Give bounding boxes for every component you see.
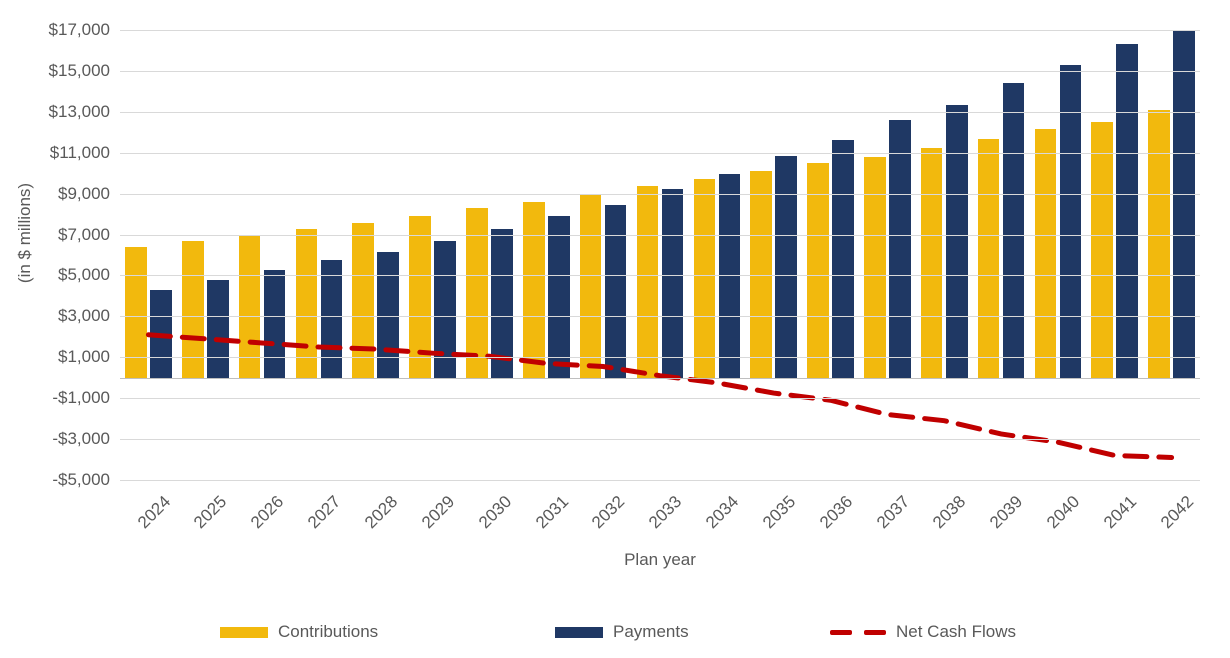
legend-label: Payments bbox=[613, 622, 689, 642]
gridline bbox=[120, 275, 1200, 276]
gridline bbox=[120, 71, 1200, 72]
gridline bbox=[120, 316, 1200, 317]
x-tick-label: 2032 bbox=[588, 492, 629, 533]
legend-item-payments: Payments bbox=[555, 622, 689, 642]
gridline bbox=[120, 480, 1200, 481]
y-axis-title: (in $ millions) bbox=[15, 182, 35, 282]
x-tick-label: 2035 bbox=[759, 492, 800, 533]
gridline bbox=[120, 30, 1200, 31]
y-tick-label: $3,000 bbox=[58, 306, 120, 326]
x-tick-label: 2040 bbox=[1043, 492, 1084, 533]
gridline bbox=[120, 357, 1200, 358]
legend-swatch bbox=[555, 627, 603, 638]
plot-area: 2024202520262027202820292030203120322033… bbox=[120, 30, 1200, 480]
x-tick-label: 2024 bbox=[134, 492, 175, 533]
y-tick-label: -$1,000 bbox=[52, 388, 120, 408]
net-cash-flows-line bbox=[120, 30, 1200, 480]
x-tick-label: 2034 bbox=[702, 492, 743, 533]
gridline bbox=[120, 112, 1200, 113]
y-tick-label: -$5,000 bbox=[52, 470, 120, 490]
x-tick-label: 2041 bbox=[1100, 492, 1141, 533]
y-tick-label: $13,000 bbox=[49, 102, 120, 122]
x-tick-label: 2031 bbox=[532, 492, 573, 533]
x-tick-label: 2037 bbox=[873, 492, 914, 533]
gridline bbox=[120, 194, 1200, 195]
gridline bbox=[120, 398, 1200, 399]
legend-item-contributions: Contributions bbox=[220, 622, 378, 642]
cashflow-chart: 2024 2025 2026 2027 2028 2029 2030 2031 2032 2033… bbox=[0, 0, 1230, 658]
x-tick-label: 2042 bbox=[1157, 492, 1198, 533]
gridline bbox=[120, 235, 1200, 236]
x-tick-label: 2036 bbox=[816, 492, 857, 533]
x-tick-label: 2030 bbox=[475, 492, 516, 533]
y-tick-label: $1,000 bbox=[58, 347, 120, 367]
x-tick-label: 2039 bbox=[986, 492, 1027, 533]
legend-label: Contributions bbox=[278, 622, 378, 642]
x-tick-label: 2026 bbox=[247, 492, 288, 533]
legend: Contributions Payments Net Cash Flows bbox=[0, 622, 1230, 648]
x-tick-label: 2038 bbox=[929, 492, 970, 533]
gridline bbox=[120, 153, 1200, 154]
x-tick-label: 2028 bbox=[361, 492, 402, 533]
x-tick-label: 2033 bbox=[645, 492, 686, 533]
y-tick-label: -$3,000 bbox=[52, 429, 120, 449]
y-tick-label: $5,000 bbox=[58, 265, 120, 285]
x-axis-title: Plan year bbox=[624, 550, 696, 570]
y-tick-label: $11,000 bbox=[50, 143, 120, 163]
legend-item-net-cash-flows: Net Cash Flows bbox=[830, 622, 1016, 642]
legend-dash bbox=[830, 630, 886, 635]
y-tick-label: $9,000 bbox=[58, 184, 120, 204]
x-tick-label: 2029 bbox=[418, 492, 459, 533]
legend-swatch bbox=[220, 627, 268, 638]
y-tick-label: $7,000 bbox=[58, 225, 120, 245]
x-tick-label: 2027 bbox=[304, 492, 345, 533]
y-tick-label: $17,000 bbox=[49, 20, 120, 40]
y-tick-label: $15,000 bbox=[49, 61, 120, 81]
gridline bbox=[120, 439, 1200, 440]
legend-label: Net Cash Flows bbox=[896, 622, 1016, 642]
x-tick-label: 2025 bbox=[191, 492, 232, 533]
zero-line bbox=[120, 378, 1200, 379]
